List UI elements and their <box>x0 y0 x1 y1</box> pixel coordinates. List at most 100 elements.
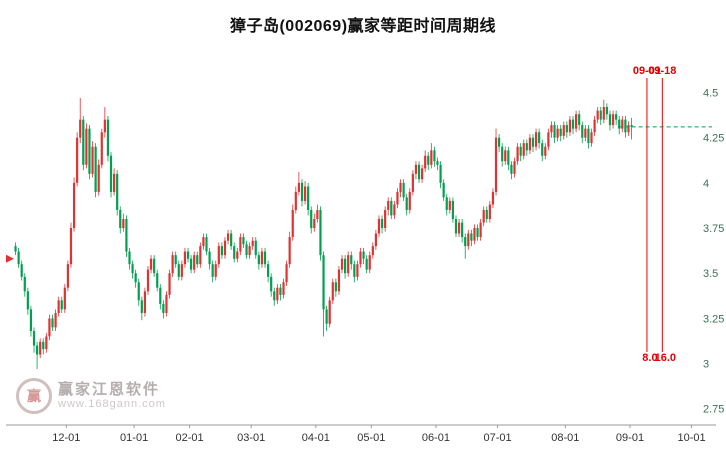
candle-body <box>411 173 414 192</box>
candle-body <box>501 146 504 162</box>
candle-body <box>507 150 510 165</box>
candle-body <box>408 191 411 210</box>
candle-body <box>79 119 82 138</box>
candle-body <box>380 219 384 229</box>
candle-body <box>36 345 39 355</box>
candle-body <box>599 110 602 120</box>
candle-body <box>590 132 593 144</box>
candle-body <box>439 164 442 183</box>
candle-body <box>297 182 300 192</box>
candle-body <box>359 251 362 265</box>
candle-body <box>122 219 125 229</box>
candle-body <box>180 264 183 277</box>
candle-body <box>226 233 230 241</box>
candle-body <box>26 291 29 310</box>
candle-body <box>374 233 377 247</box>
candle-body <box>371 246 374 256</box>
candle-body <box>464 237 467 247</box>
candle-body <box>442 182 445 198</box>
candle-body <box>393 204 396 216</box>
candle-body <box>584 128 587 138</box>
candle-body <box>513 161 516 174</box>
candle-body <box>113 173 116 192</box>
candle-body <box>596 110 599 120</box>
candle-body <box>48 318 51 337</box>
candle-body <box>568 119 572 133</box>
candle-body <box>470 233 473 241</box>
candle-body <box>559 128 562 136</box>
candle-body <box>479 222 482 238</box>
candle-body <box>427 155 430 165</box>
candle-body <box>565 125 568 133</box>
watermark-text: 赢家江恩软件 www.168gann.com <box>58 381 166 411</box>
candle-body <box>618 119 621 129</box>
candle-body <box>488 204 491 220</box>
candle-body <box>69 228 73 265</box>
candle-body <box>387 200 390 210</box>
y-axis-label: 4.5 <box>703 88 718 100</box>
candle-body <box>605 106 608 115</box>
candle-body <box>334 282 337 292</box>
candle-body <box>300 182 304 201</box>
candle-body <box>57 300 60 313</box>
candle-body <box>131 264 134 274</box>
candle-body <box>615 114 618 120</box>
candle-body <box>291 209 294 238</box>
candle-body <box>174 255 177 265</box>
candle-body <box>128 251 131 265</box>
candle-body <box>239 237 242 252</box>
candle-body <box>94 146 97 192</box>
candle-body <box>365 258 368 270</box>
candle-body <box>263 251 267 265</box>
watermark-logo-char: 赢 <box>27 388 41 404</box>
candle-body <box>85 128 88 165</box>
candle-body <box>165 294 168 313</box>
x-axis-label: 07-01 <box>483 432 511 444</box>
candle-body <box>159 287 162 304</box>
candle-body <box>45 336 48 350</box>
candle-body <box>146 269 150 292</box>
candle-body <box>575 114 578 129</box>
candle-body <box>405 197 408 210</box>
candle-body <box>143 291 146 313</box>
candle-body <box>587 128 590 144</box>
candle-body <box>42 341 45 350</box>
candle-body <box>140 300 143 313</box>
candle-body <box>288 237 291 265</box>
candle-body <box>485 209 488 220</box>
candle-body <box>202 237 205 247</box>
candle-body <box>467 233 470 247</box>
y-axis-label: 4 <box>703 178 709 190</box>
candle-body <box>168 273 171 295</box>
candle-body <box>177 264 180 277</box>
candle-body <box>541 143 544 156</box>
candle-body <box>76 137 79 183</box>
candle-body <box>116 173 119 210</box>
candle-body <box>257 255 260 265</box>
y-axis-label: 4.25 <box>703 133 724 145</box>
candle-body <box>39 341 42 355</box>
candle-body <box>377 219 381 234</box>
y-axis-label: 3.5 <box>703 268 718 280</box>
candle-body <box>97 164 100 192</box>
candle-body <box>267 264 270 277</box>
candle-body <box>340 258 344 270</box>
candle-body <box>236 251 239 259</box>
x-axis-label: 09-01 <box>616 432 644 444</box>
candle-body <box>217 246 220 265</box>
page-title: 獐子岛(002069)赢家等距时间周期线 <box>229 18 497 35</box>
candle-body <box>344 258 347 274</box>
candle-body <box>544 146 547 156</box>
candle-body <box>17 251 20 265</box>
candle-body <box>494 137 498 192</box>
candle-body <box>260 251 264 265</box>
candle-body <box>14 246 17 252</box>
y-axis-label: 3.25 <box>703 313 724 325</box>
candle-body <box>593 119 596 133</box>
candle-body <box>199 246 202 265</box>
candle-body <box>630 125 633 127</box>
candle-body <box>550 125 553 133</box>
candle-body <box>190 258 193 270</box>
candle-body <box>522 143 525 156</box>
